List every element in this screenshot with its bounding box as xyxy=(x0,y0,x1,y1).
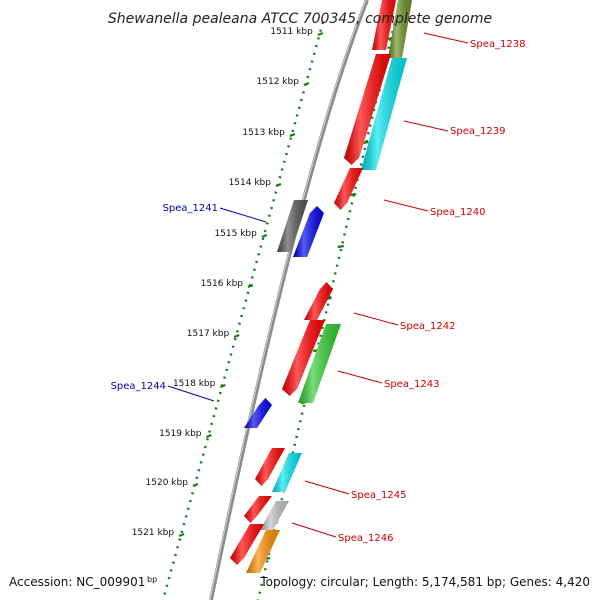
kbp-tick xyxy=(219,383,226,389)
gene-label[interactable]: Spea_1243 xyxy=(384,379,439,390)
kbp-label: 1521 kbp xyxy=(132,528,175,538)
gene-feature-shading xyxy=(255,448,285,486)
kbp-tick xyxy=(178,532,185,538)
kbp-tick xyxy=(289,132,296,138)
outer-tick xyxy=(349,192,357,197)
gene-label[interactable]: Spea_1238 xyxy=(470,39,525,50)
kbp-label: 1520 kbp xyxy=(146,478,189,488)
kbp-label: 1519 kbp xyxy=(159,429,202,439)
gene-label[interactable]: Spea_1242 xyxy=(400,321,455,332)
gene-label-leader xyxy=(291,522,337,538)
gene-feature-shading xyxy=(334,168,363,210)
gene-feature-shading xyxy=(361,58,407,170)
genome-summary-text: Topology: circular; Length: 5,174,581 bp… xyxy=(259,575,590,589)
gene-feature-shading xyxy=(260,501,289,530)
genome-backbone-highlight xyxy=(209,0,367,600)
gene-label[interactable]: Spea_1240 xyxy=(430,207,485,218)
kbp-tick xyxy=(317,31,324,37)
gene-feature-shading xyxy=(388,0,412,58)
gene-feature-shading xyxy=(304,282,333,320)
gene-feature-shading xyxy=(282,320,325,396)
gene-features xyxy=(230,0,412,573)
genome-backbone xyxy=(209,0,369,600)
gene-feature-shading xyxy=(230,524,264,565)
bp-unit-text: bp xyxy=(147,575,157,584)
kbp-labels: 1511 kbp 1512 kbp 1513 kbp 1514 kbp 1515 kbp… xyxy=(132,27,313,538)
gene-feature-shading xyxy=(244,398,272,428)
kbp-label: 1514 kbp xyxy=(229,178,272,188)
outer-dotted-track xyxy=(256,0,402,600)
gene-label-leader xyxy=(167,385,215,402)
gene-feature-shading xyxy=(344,54,391,165)
gene-label[interactable]: Spea_1239 xyxy=(450,126,505,137)
gene-feature-shading xyxy=(246,530,280,573)
kbp-tick xyxy=(247,283,254,289)
kbp-label: 1517 kbp xyxy=(187,329,230,339)
gene-label[interactable]: Spea_1245 xyxy=(351,490,406,501)
gene-feature-shading xyxy=(277,200,308,252)
map-title: Shewanella pealeana ATCC 700345, complet… xyxy=(108,11,492,27)
gene-feature-shading xyxy=(372,0,396,50)
gene-labels: Spea_1238 Spea_1239 Spea_1240 Spea_1241 Spea… xyxy=(111,32,525,544)
gene-label-leader xyxy=(423,32,469,44)
kbp-tick xyxy=(303,81,310,87)
inner-dotted-track xyxy=(161,21,325,600)
gene-label-leader xyxy=(304,480,350,495)
gene-label-leader xyxy=(219,207,267,223)
kbp-tick xyxy=(192,482,199,488)
gene-label-leader xyxy=(383,199,429,212)
gene-label-leader xyxy=(337,370,383,384)
kbp-ticks xyxy=(178,31,324,538)
gene-label-leader xyxy=(403,120,449,132)
gene-label[interactable]: Spea_1246 xyxy=(338,533,393,544)
outer-tick xyxy=(337,244,344,249)
gene-label[interactable]: Spea_1241 xyxy=(163,203,218,214)
kbp-label: 1512 kbp xyxy=(257,77,300,87)
gene-label[interactable]: Spea_1244 xyxy=(111,381,166,392)
kbp-label: 1518 kbp xyxy=(173,379,216,389)
accession-text: Accession: NC_009901 xyxy=(9,575,145,589)
kbp-tick xyxy=(261,233,268,239)
kbp-label: 1511 kbp xyxy=(270,27,313,37)
kbp-tick xyxy=(206,433,212,439)
kbp-label: 1513 kbp xyxy=(242,128,285,138)
gene-feature-shading xyxy=(272,453,302,492)
gene-feature-shading xyxy=(293,206,324,257)
kbp-tick xyxy=(233,333,240,339)
kbp-tick xyxy=(275,182,282,188)
gene-feature-shading xyxy=(244,496,272,523)
kbp-label: 1516 kbp xyxy=(201,279,244,289)
gene-feature-shading xyxy=(298,324,341,403)
gene-label-leader xyxy=(353,312,399,326)
kbp-label: 1515 kbp xyxy=(214,229,257,239)
